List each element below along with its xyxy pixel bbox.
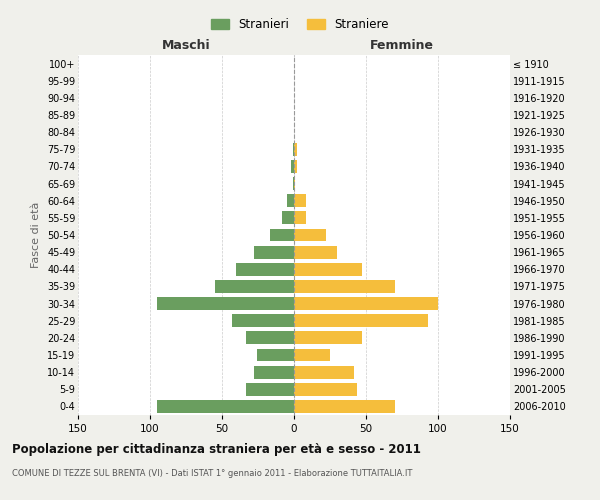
Bar [254, 246, 294, 258]
Text: COMUNE DI TEZZE SUL BRENTA (VI) - Dati ISTAT 1° gennaio 2011 - Elaborazione TUTT: COMUNE DI TEZZE SUL BRENTA (VI) - Dati I… [12, 469, 412, 478]
Text: Popolazione per cittadinanza straniera per età e sesso - 2011: Popolazione per cittadinanza straniera p… [12, 442, 421, 456]
Bar [232, 314, 294, 327]
Bar [247, 332, 294, 344]
Bar [294, 263, 362, 276]
Bar [294, 348, 330, 362]
Bar [294, 383, 358, 396]
Bar [294, 160, 297, 173]
Bar [247, 383, 294, 396]
Bar [291, 160, 294, 173]
Bar [294, 332, 362, 344]
Bar [215, 280, 294, 293]
Bar [257, 348, 294, 362]
Bar [294, 314, 428, 327]
Bar [294, 366, 355, 378]
Bar [236, 263, 294, 276]
Bar [283, 212, 294, 224]
Text: Femmine: Femmine [370, 38, 434, 52]
Bar [157, 297, 294, 310]
Bar [294, 246, 337, 258]
Bar [294, 212, 305, 224]
Bar [294, 194, 305, 207]
Bar [294, 280, 395, 293]
Bar [157, 400, 294, 413]
Bar [293, 143, 294, 156]
Bar [294, 400, 395, 413]
Bar [294, 297, 438, 310]
Bar [294, 228, 326, 241]
Legend: Stranieri, Straniere: Stranieri, Straniere [206, 14, 394, 36]
Y-axis label: Fasce di età: Fasce di età [31, 202, 41, 268]
Bar [294, 143, 297, 156]
Text: Maschi: Maschi [161, 38, 211, 52]
Bar [293, 177, 294, 190]
Bar [269, 228, 294, 241]
Bar [254, 366, 294, 378]
Bar [287, 194, 294, 207]
Bar [294, 177, 295, 190]
